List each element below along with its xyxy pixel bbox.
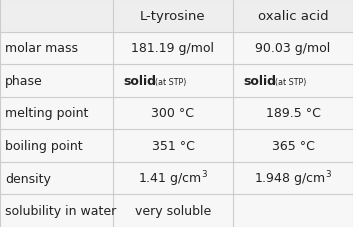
Text: phase: phase [5, 75, 43, 88]
Text: 365 °C: 365 °C [271, 139, 315, 152]
Text: L-tyrosine: L-tyrosine [140, 10, 206, 23]
Text: boiling point: boiling point [5, 139, 83, 152]
Text: molar mass: molar mass [5, 42, 78, 55]
Text: 189.5 °C: 189.5 °C [265, 107, 321, 120]
Text: melting point: melting point [5, 107, 89, 120]
Text: (at STP): (at STP) [155, 78, 186, 87]
Text: 1.948 g/cm$^3$: 1.948 g/cm$^3$ [254, 169, 332, 188]
Text: very soluble: very soluble [135, 204, 211, 217]
Text: 1.41 g/cm$^3$: 1.41 g/cm$^3$ [138, 169, 208, 188]
Text: solid: solid [244, 75, 276, 88]
Text: (at STP): (at STP) [275, 78, 306, 87]
Text: 90.03 g/mol: 90.03 g/mol [255, 42, 331, 55]
Text: 351 °C: 351 °C [151, 139, 195, 152]
Text: density: density [5, 172, 51, 185]
Text: solubility in water: solubility in water [5, 204, 116, 217]
Bar [0, 0, 353, 32]
Text: solid: solid [124, 75, 156, 88]
Text: oxalic acid: oxalic acid [258, 10, 328, 23]
Text: 181.19 g/mol: 181.19 g/mol [131, 42, 215, 55]
Text: 300 °C: 300 °C [151, 107, 195, 120]
